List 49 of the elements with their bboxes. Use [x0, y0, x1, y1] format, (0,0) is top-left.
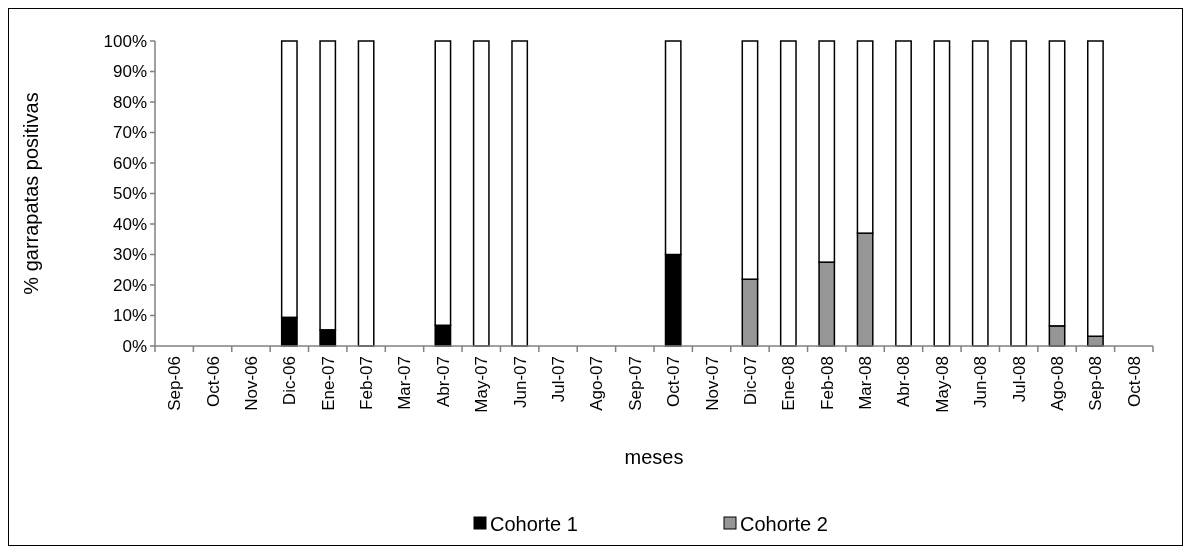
x-tick-label: May-08: [932, 356, 952, 413]
x-tick-label: Dic-06: [280, 356, 300, 406]
x-tick-label: May-07: [472, 356, 492, 413]
bar: [971, 40, 989, 347]
x-axis-title: meses: [624, 446, 684, 468]
x-tick-label: Nov-06: [241, 356, 261, 411]
x-tick-label: Mar-08: [856, 356, 876, 410]
y-tick-label: 30%: [112, 245, 147, 265]
x-tick-label: Ene-07: [318, 356, 338, 411]
bar: [1010, 40, 1028, 347]
x-tick-label: Oct-08: [1124, 356, 1144, 408]
x-tick-label: Mar-07: [395, 356, 415, 410]
x-tick-label: Oct-06: [203, 356, 223, 408]
y-tick-label: 0%: [122, 336, 147, 356]
x-tick-label: Ene-08: [779, 356, 799, 411]
y-tick-label: 20%: [112, 275, 147, 295]
x-tick-label: Jun-07: [510, 356, 530, 408]
x-tick-label: Sep-06: [165, 356, 185, 411]
y-tick-label: 60%: [112, 153, 147, 173]
x-tick-label: Ago-08: [1047, 356, 1067, 411]
y-axis-title: % garrapatas positivas: [20, 92, 42, 295]
y-tick-label: 80%: [112, 92, 147, 112]
bar: [779, 40, 797, 347]
x-tick-label: Jul-08: [1009, 356, 1029, 403]
x-tick-label: Feb-07: [357, 356, 377, 410]
x-tick-label: Ago-07: [587, 356, 607, 411]
x-tick-label: Jul-07: [548, 356, 568, 403]
x-tick-label: Abr-08: [894, 356, 914, 408]
x-tick-label: Oct-07: [664, 356, 684, 408]
y-tick-label: 100%: [103, 31, 147, 51]
bar: [357, 40, 375, 347]
x-tick-label: Jun-08: [971, 356, 991, 408]
legend-label: Cohorte 2: [740, 513, 828, 535]
bar: [895, 40, 912, 347]
x-tick-label: Sep-08: [1086, 356, 1106, 411]
y-tick-label: 10%: [112, 306, 147, 326]
bar: [933, 40, 951, 347]
x-tick-label: Sep-07: [625, 356, 645, 411]
x-tick-label: Abr-07: [433, 356, 453, 408]
y-tick-label: 70%: [112, 123, 147, 143]
x-tick-label: Nov-07: [702, 356, 722, 411]
y-tick-label: 40%: [112, 214, 147, 234]
x-tick-label: Dic-07: [740, 356, 760, 406]
x-tick-label: Feb-08: [817, 356, 837, 410]
legend-label: Cohorte 1: [490, 513, 578, 535]
bar: [511, 40, 529, 347]
y-tick-label: 90%: [112, 62, 147, 82]
y-tick-label: 50%: [112, 184, 147, 204]
bar: [472, 40, 490, 347]
